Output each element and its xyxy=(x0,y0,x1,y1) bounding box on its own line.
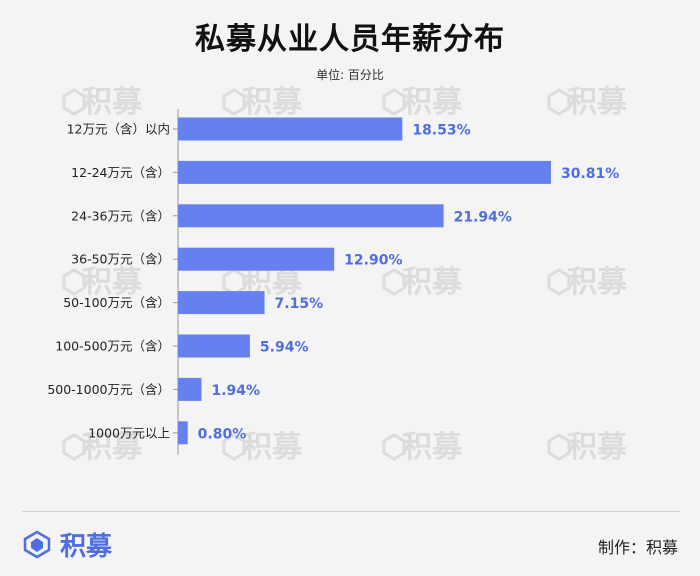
bar xyxy=(178,117,403,141)
watermark-icon xyxy=(222,268,246,296)
watermark-icon xyxy=(382,88,406,116)
watermark-text: 积募 xyxy=(82,430,143,465)
watermark-text: 积募 xyxy=(567,265,628,300)
watermark: 积募 xyxy=(222,430,303,465)
watermark-icon xyxy=(62,88,86,116)
footer-logo: 积募 xyxy=(22,526,112,562)
value-label: 7.15% xyxy=(275,296,324,312)
watermark: 积募 xyxy=(382,430,463,465)
watermark-text: 积募 xyxy=(242,85,303,120)
category-label: 100-500万元（含） xyxy=(55,339,170,354)
watermark: 积募 xyxy=(62,265,143,300)
value-label: 0.80% xyxy=(198,426,247,442)
watermark: 积募 xyxy=(382,85,463,120)
chart-subtitle: 单位: 百分比 xyxy=(316,68,384,82)
watermark-icon xyxy=(382,268,406,296)
bar xyxy=(178,160,551,184)
watermark-text: 积募 xyxy=(82,265,143,300)
watermark: 积募 xyxy=(62,430,143,465)
bar xyxy=(178,421,188,445)
watermark-text: 积募 xyxy=(82,85,143,120)
logo-text: 积募 xyxy=(60,531,113,562)
watermark-text: 积募 xyxy=(567,85,628,120)
watermark-text: 积募 xyxy=(402,265,463,300)
value-label: 18.53% xyxy=(412,123,470,139)
bar xyxy=(178,334,250,358)
watermark-icon xyxy=(62,268,86,296)
value-label: 5.94% xyxy=(260,340,309,356)
bar xyxy=(178,247,335,271)
logo-icon xyxy=(23,530,51,559)
footer-divider xyxy=(22,511,680,512)
category-label: 24-36万元（含） xyxy=(71,208,170,223)
bars-layer: 12万元（含）以内 18.53% 12-24万元（含） 30.81% 24-36万元（含… xyxy=(47,109,619,455)
value-label: 21.94% xyxy=(454,209,512,225)
credit: 制作：积募 xyxy=(598,534,678,558)
watermark-icon xyxy=(382,433,406,461)
watermark-text: 积募 xyxy=(242,430,303,465)
watermark-icon xyxy=(547,433,571,461)
watermark: 积募 xyxy=(62,85,143,120)
value-label: 30.81% xyxy=(561,166,619,182)
bar xyxy=(178,291,265,315)
watermark: 积募 xyxy=(382,265,463,300)
credit-value: 积募 xyxy=(645,538,678,557)
category-label: 500-1000万元（含） xyxy=(47,382,170,397)
watermark: 积募 xyxy=(547,430,628,465)
watermark-icon xyxy=(222,88,246,116)
category-label: 50-100万元（含） xyxy=(63,295,170,310)
watermark-icon xyxy=(547,88,571,116)
watermark-text: 积募 xyxy=(402,85,463,120)
watermark-text: 积募 xyxy=(567,430,628,465)
watermark-icon xyxy=(222,433,246,461)
value-label: 12.90% xyxy=(344,253,402,269)
watermark: 积募 xyxy=(547,265,628,300)
watermark-icon xyxy=(547,268,571,296)
watermark: 积募 xyxy=(222,85,303,120)
credit-label: 制作： xyxy=(597,538,646,557)
category-label: 36-50万元（含） xyxy=(71,252,170,267)
watermark-icon xyxy=(62,433,86,461)
chart-title: 私募从业人员年薪分布 xyxy=(195,22,505,57)
watermark-text: 积募 xyxy=(402,430,463,465)
category-label: 12万元（含）以内 xyxy=(67,122,170,137)
bar xyxy=(178,377,202,401)
watermark: 积募 xyxy=(547,85,628,120)
category-label: 1000万元以上 xyxy=(88,425,170,440)
value-label: 1.94% xyxy=(211,383,260,399)
bar xyxy=(178,204,444,228)
category-label: 12-24万元（含） xyxy=(71,165,170,180)
